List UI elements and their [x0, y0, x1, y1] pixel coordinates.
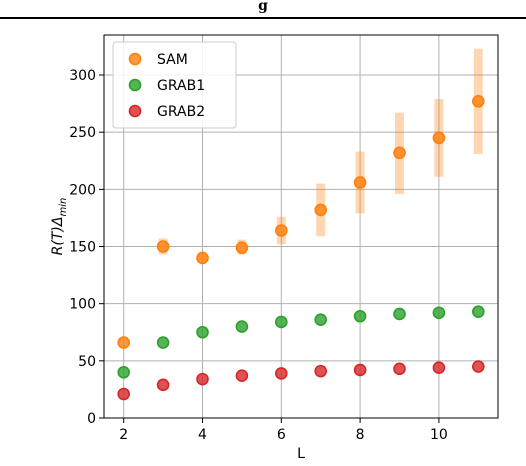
grab1-data-point	[393, 307, 406, 321]
grab2-data-point	[117, 387, 130, 401]
y-axis-label-subscript: min	[58, 198, 69, 217]
grab1-legend-label: GRAB1	[157, 78, 205, 94]
grab1-data-point	[471, 305, 485, 318]
sam-data-point	[235, 241, 249, 254]
y-tick-label: 100	[69, 297, 96, 313]
grab1-legend-marker	[128, 78, 142, 92]
grab1-data-point	[314, 313, 328, 326]
grab1-data-point	[117, 365, 130, 379]
sam-data-point	[117, 336, 130, 349]
sam-data-point	[156, 240, 170, 253]
sam-data-point	[274, 224, 288, 237]
grab1-data-point	[353, 309, 367, 323]
grab2-data-point	[432, 361, 446, 374]
x-tick-label: 4	[198, 427, 207, 443]
grab2-data-point	[314, 364, 328, 378]
sam-data-point	[196, 251, 209, 265]
grab1-data-point	[274, 315, 288, 329]
x-tick-label: 6	[277, 427, 286, 443]
x-tick-label: 2	[119, 427, 128, 443]
y-tick-label: 300	[69, 68, 96, 84]
y-axis-label: R(T)Δmin	[50, 198, 69, 256]
x-tick-label: 8	[356, 427, 365, 443]
grab1-data-point	[235, 320, 249, 333]
sam-legend-label: SAM	[157, 52, 188, 68]
sam-data-point	[393, 146, 406, 160]
grab2-data-point	[393, 362, 406, 376]
sam-legend-marker	[128, 52, 142, 66]
grab2-legend-label: GRAB2	[157, 104, 205, 120]
grab2-data-point	[235, 369, 249, 382]
sam-data-point	[432, 131, 446, 145]
grab2-data-point	[353, 363, 367, 377]
grab1-data-point	[196, 325, 209, 339]
legend-box	[112, 41, 237, 129]
plot-frame	[103, 34, 499, 419]
sam-data-point	[471, 95, 485, 108]
y-tick-label: 50	[78, 354, 96, 370]
sam-data-point	[314, 203, 328, 217]
grab2-data-point	[274, 367, 288, 380]
y-tick-label: 200	[69, 182, 96, 198]
x-axis-label: L	[297, 446, 305, 462]
sam-data-point	[353, 176, 367, 189]
data-points	[117, 95, 485, 401]
legend: SAM GRAB1 GRAB2	[112, 41, 237, 129]
grab1-data-point	[156, 336, 170, 349]
y-axis-label-main: R(T)Δ	[50, 217, 66, 256]
y-tick-label: 0	[87, 411, 96, 427]
y-tick-label: 150	[69, 240, 96, 256]
grab2-data-point	[471, 360, 485, 373]
x-tick-label: 10	[430, 427, 448, 443]
grab2-data-point	[196, 372, 209, 386]
grab1-data-point	[432, 306, 446, 320]
grab2-data-point	[156, 378, 170, 392]
header-text: g	[258, 0, 268, 14]
grab2-legend-marker	[128, 104, 142, 118]
y-tick-label: 250	[69, 125, 96, 141]
